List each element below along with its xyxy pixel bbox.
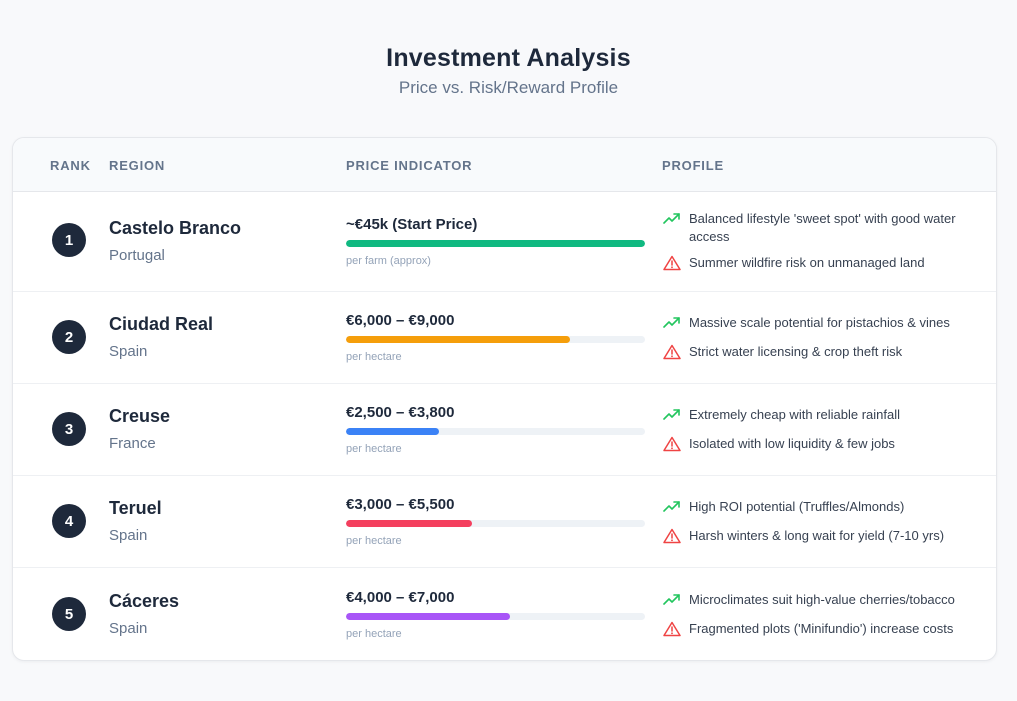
profile-pro: Massive scale potential for pistachios &… [663,314,978,332]
rank-badge: 3 [52,412,86,446]
trending-up-icon [663,317,680,328]
page-title: Investment Analysis [386,44,631,72]
con-text: Summer wildfire risk on unmanaged land [689,255,925,270]
region-name: Ciudad Real [109,314,214,334]
price-bar-fill [346,336,571,343]
price-bar-fill [346,613,511,620]
page-header: Investment Analysis Price vs. Risk/Rewar… [0,0,1017,99]
profile-pro: Microclimates suit high-value cherries/t… [663,591,978,609]
profile-pro: Balanced lifestyle 'sweet spot' with goo… [663,210,978,246]
price-label: €2,500 – €3,800 [346,404,455,421]
pro-text: Microclimates suit high-value cherries/t… [689,592,955,607]
warning-icon [663,621,681,637]
trending-up-icon [663,594,680,605]
column-header-price: PRICE INDICATOR [346,158,473,173]
price-note: per hectare [346,535,402,547]
price-note: per farm (approx) [346,255,431,267]
profile-con: Strict water licensing & crop theft risk [663,343,978,361]
column-header-rank: RANK [50,158,91,173]
region-name: Creuse [109,406,171,426]
table-header: RANK REGION PRICE INDICATOR PROFILE [13,138,996,192]
price-label: ~€45k (Start Price) [346,216,478,233]
pro-text: High ROI potential (Truffles/Almonds) [689,499,905,514]
rank-badge: 1 [52,223,86,257]
column-header-region: REGION [109,158,166,173]
con-text: Fragmented plots ('Minifundio') increase… [689,621,954,636]
profile-con: Isolated with low liquidity & few jobs [663,435,978,453]
con-text: Strict water licensing & crop theft risk [689,344,903,359]
price-bar-fill [346,428,439,435]
region-country: France [109,435,156,452]
warning-icon [663,528,681,544]
profile-con: Harsh winters & long wait for yield (7-1… [663,527,978,545]
table-row: 1 Castelo Branco Portugal ~€45k (Start P… [13,192,996,292]
rank-badge: 2 [52,320,86,354]
pro-text: Balanced lifestyle 'sweet spot' with goo… [689,211,956,244]
pro-text: Extremely cheap with reliable rainfall [689,407,900,422]
rank-badge: 5 [52,597,86,631]
region-name: Castelo Branco [109,218,242,238]
price-bar-fill [346,520,472,527]
region-name: Teruel [109,498,162,518]
pro-text: Massive scale potential for pistachios &… [689,315,950,330]
price-note: per hectare [346,443,402,455]
price-note: per hectare [346,351,402,363]
table-row: 5 Cáceres Spain €4,000 – €7,000 per hect… [13,568,996,660]
price-bar-track [346,240,645,247]
warning-icon [663,255,681,271]
region-name: Cáceres [109,591,180,611]
region-country: Spain [109,343,148,360]
rank-badge: 4 [52,504,86,538]
trending-up-icon [663,409,680,420]
region-country: Portugal [109,247,165,264]
con-text: Harsh winters & long wait for yield (7-1… [689,528,945,543]
trending-up-icon [663,213,680,224]
region-country: Spain [109,620,148,637]
price-bar-track [346,428,645,435]
profile-pro: High ROI potential (Truffles/Almonds) [663,498,978,516]
price-bar-track [346,336,645,343]
analysis-table: RANK REGION PRICE INDICATOR PROFILE 1 Ca… [12,137,997,661]
price-note: per hectare [346,628,402,640]
price-label: €3,000 – €5,500 [346,496,455,513]
profile-pro: Extremely cheap with reliable rainfall [663,406,978,424]
warning-icon [663,436,681,452]
region-country: Spain [109,527,148,544]
table-row: 4 Teruel Spain €3,000 – €5,500 per hecta… [13,476,996,568]
page-subtitle: Price vs. Risk/Reward Profile [398,78,619,97]
profile-con: Fragmented plots ('Minifundio') increase… [663,620,978,638]
profile-con: Summer wildfire risk on unmanaged land [663,254,978,272]
warning-icon [663,344,681,360]
price-bar-track [346,613,645,620]
price-bar-fill [346,240,645,247]
con-text: Isolated with low liquidity & few jobs [689,436,895,451]
price-label: €6,000 – €9,000 [346,312,455,329]
table-row: 3 Creuse France €2,500 – €3,800 per hect… [13,384,996,476]
trending-up-icon [663,501,680,512]
table-row: 2 Ciudad Real Spain €6,000 – €9,000 per … [13,292,996,384]
price-bar-track [346,520,645,527]
price-label: €4,000 – €7,000 [346,589,455,606]
column-header-profile: PROFILE [662,158,724,173]
